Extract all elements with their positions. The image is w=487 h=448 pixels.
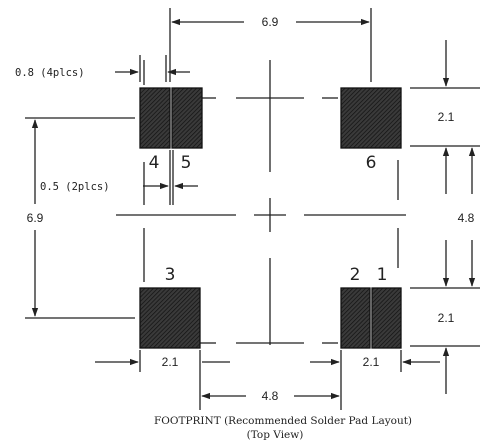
pad-label-3: 3 — [165, 265, 176, 285]
pad-label-6: 6 — [366, 153, 377, 173]
right-top-pad-label: 2.1 — [438, 110, 455, 124]
bottom-spacing-label: 4.8 — [262, 389, 279, 403]
pad-3 — [139, 287, 201, 349]
pad-5 — [171, 87, 203, 149]
dimension-gap-note: 0.5 (2plcs) — [40, 150, 198, 205]
right-bottom-pad-label: 2.1 — [438, 311, 455, 325]
top-view-caption: (Top View) — [247, 429, 304, 441]
bottom-right-pad-label: 2.1 — [363, 355, 380, 369]
right-spacing-label: 4.8 — [458, 211, 475, 225]
dimension-left-height: 6.9 — [25, 117, 135, 319]
pad-1 — [371, 287, 402, 349]
pad-labels: 4 5 6 3 2 1 — [149, 153, 388, 285]
pad-label-2: 2 — [350, 265, 361, 285]
dimension-bottom-left-pad: 2.1 — [95, 350, 230, 410]
dimension-top-width-label: 6.9 — [262, 15, 279, 29]
pad-label-1: 1 — [377, 265, 388, 285]
footprint-caption: FOOTPRINT (Recommended Solder Pad Layout… — [154, 415, 412, 427]
pad-2 — [340, 287, 371, 349]
pad-4 — [139, 87, 171, 149]
pad-6 — [340, 87, 402, 149]
pad-width-note-label: 0.8 (4plcs) — [15, 67, 85, 79]
dimension-top-width: 6.9 — [169, 8, 372, 82]
gap-note-label: 0.5 (2plcs) — [40, 181, 110, 193]
dimension-bottom-right-pad: 2.1 — [310, 350, 440, 410]
dimension-right-top-pad: 2.1 — [410, 40, 480, 194]
dimension-right-bottom-pad: 2.1 — [410, 240, 480, 394]
bottom-left-pad-label: 2.1 — [162, 355, 179, 369]
dimension-bottom-spacing: 4.8 — [201, 389, 340, 403]
left-height-label: 6.9 — [27, 211, 44, 225]
pad-label-4: 4 — [149, 153, 160, 173]
pad-label-5: 5 — [181, 153, 192, 173]
solder-pads — [139, 87, 402, 349]
dimension-right-spacing: 4.8 — [458, 147, 476, 287]
dimension-pad-width-note: 0.8 (4plcs) — [15, 55, 190, 82]
center-lines — [116, 60, 406, 345]
